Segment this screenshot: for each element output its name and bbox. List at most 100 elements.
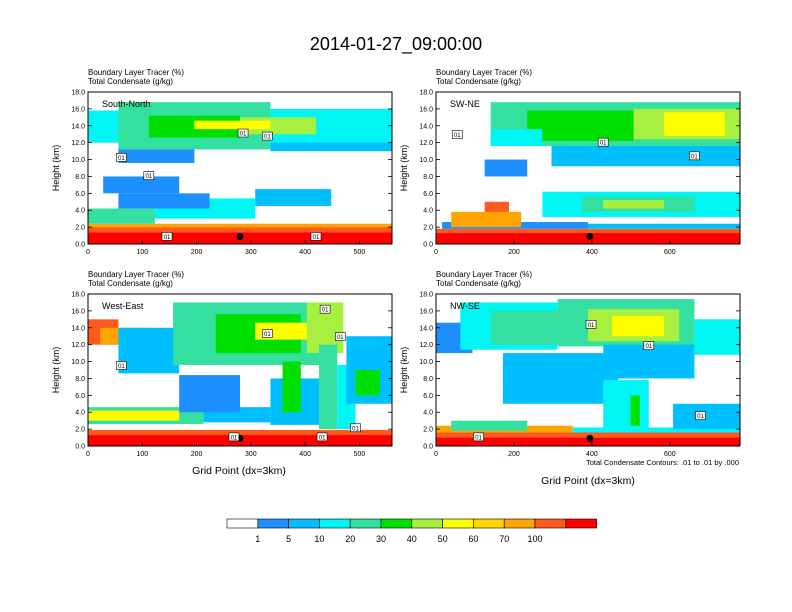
legend-swatch (380, 518, 413, 529)
color-cell (603, 200, 664, 209)
legend-swatch (473, 518, 505, 529)
contour-label: 01 (145, 174, 152, 180)
y-tick-label: 2.0 (423, 225, 433, 232)
legend-tick-label: 30 (376, 534, 386, 544)
legend-tick-label: 20 (345, 534, 355, 544)
contour-label: 01 (475, 435, 482, 441)
plot-frame (87, 91, 393, 245)
y-tick-label: 10.0 (71, 359, 85, 366)
y-tick-label: 4.0 (75, 410, 85, 417)
contour-label: 01 (319, 435, 326, 441)
color-cell (502, 353, 619, 404)
x-tick-label: 400 (586, 451, 598, 458)
legend-swatch (349, 518, 382, 529)
color-cell (460, 215, 485, 223)
y-tick-label: 12.0 (419, 140, 433, 147)
color-cell (572, 427, 740, 433)
contour-label: 01 (691, 154, 698, 160)
y-tick-label: 16.0 (71, 308, 85, 315)
section-label: SW-NE (450, 99, 480, 109)
color-cell (319, 344, 338, 430)
y-tick-label: 10.0 (419, 157, 433, 164)
color-cell (355, 370, 380, 396)
contour-label-box (237, 128, 249, 138)
y-tick-label: 18.0 (419, 292, 433, 299)
x-tick-label: 400 (586, 249, 598, 256)
panel-sw-ne: Boundary Layer Tracer (%)Total Condensat… (399, 68, 741, 256)
contour-label-box (116, 361, 127, 370)
y-tick-label: 10.0 (419, 359, 433, 366)
color-cell (103, 176, 180, 194)
contour-label: 01 (313, 235, 320, 241)
section-label: West-East (102, 301, 144, 311)
y-tick-label: 2.0 (75, 225, 85, 232)
contour-label: 01 (645, 344, 652, 350)
y-tick-label: 6.0 (423, 393, 433, 400)
panel-title-condensate: Total Condensate (g/kg) (436, 279, 521, 288)
panel-title-tracer: Boundary Layer Tracer (%) (88, 270, 184, 279)
y-tick-label: 2.0 (75, 427, 85, 434)
plot-frame (435, 91, 741, 245)
contour-label-box (585, 320, 597, 329)
y-tick-label: 4.0 (423, 208, 433, 215)
contour-label: 01 (588, 323, 595, 329)
legend-swatch (257, 518, 289, 529)
x-tick-label: 400 (299, 451, 311, 458)
legend-tick-label: 1 (255, 534, 260, 544)
y-tick-label: 16.0 (71, 106, 85, 113)
x-tick-label: 400 (299, 249, 311, 256)
y-tick-label: 8.0 (75, 174, 85, 181)
section-label: NW-SE (450, 301, 480, 311)
y-tick-label: 18.0 (71, 292, 85, 299)
y-tick-label: 12.0 (71, 342, 85, 349)
panel-nw-se: Boundary Layer Tracer (%)Total Condensat… (399, 270, 741, 458)
color-cell (88, 223, 392, 228)
legend-swatch (226, 518, 259, 529)
contour-label-box (597, 137, 609, 147)
color-cell (664, 112, 725, 136)
contour-label-box (262, 329, 273, 338)
y-tick-label: 0.0 (423, 444, 433, 451)
contour-label: 01 (697, 414, 704, 420)
contour-label: 01 (352, 426, 359, 432)
legend-swatch (565, 518, 597, 529)
legend-tick-label: 10 (314, 534, 324, 544)
contour-label-box (643, 341, 655, 350)
contour-label: 01 (322, 308, 329, 314)
panel-title-tracer: Boundary Layer Tracer (%) (436, 270, 532, 279)
legend-tick-label: 40 (407, 534, 417, 544)
contour-label: 01 (118, 156, 125, 162)
contour-label: 01 (240, 132, 247, 138)
y-axis-label: Height (km) (399, 347, 409, 394)
panels: Boundary Layer Tracer (%)Total Condensat… (51, 68, 741, 458)
color-cell (194, 120, 271, 130)
x-tick-label: 100 (136, 249, 148, 256)
color-cell (484, 201, 509, 212)
y-tick-label: 12.0 (71, 140, 85, 147)
figure-title: 2014-01-27_09:00:00 (310, 34, 482, 55)
location-dot (586, 434, 594, 442)
y-tick-label: 4.0 (423, 410, 433, 417)
color-cell (630, 395, 640, 426)
y-tick-label: 0.0 (75, 444, 85, 451)
y-tick-label: 18.0 (71, 90, 85, 97)
legend-tick-label: 100 (527, 534, 542, 544)
color-cell (527, 110, 634, 141)
y-tick-label: 16.0 (419, 308, 433, 315)
y-axis-label: Height (km) (399, 145, 409, 192)
y-tick-label: 14.0 (71, 123, 85, 130)
contour-label-box (695, 411, 706, 420)
x-tick-label: 200 (191, 451, 203, 458)
color-cell (88, 410, 180, 421)
x-axis-label-left: Grid Point (dx=3km) (192, 465, 286, 477)
contour-label: 01 (164, 235, 171, 241)
contour-label-box (473, 432, 484, 442)
x-tick-label: 200 (508, 451, 520, 458)
y-tick-label: 14.0 (419, 123, 433, 130)
y-tick-label: 0.0 (423, 242, 433, 249)
legend-swatch (288, 518, 320, 529)
color-cell (694, 319, 740, 355)
y-tick-label: 14.0 (71, 325, 85, 332)
color-cell (612, 315, 664, 337)
